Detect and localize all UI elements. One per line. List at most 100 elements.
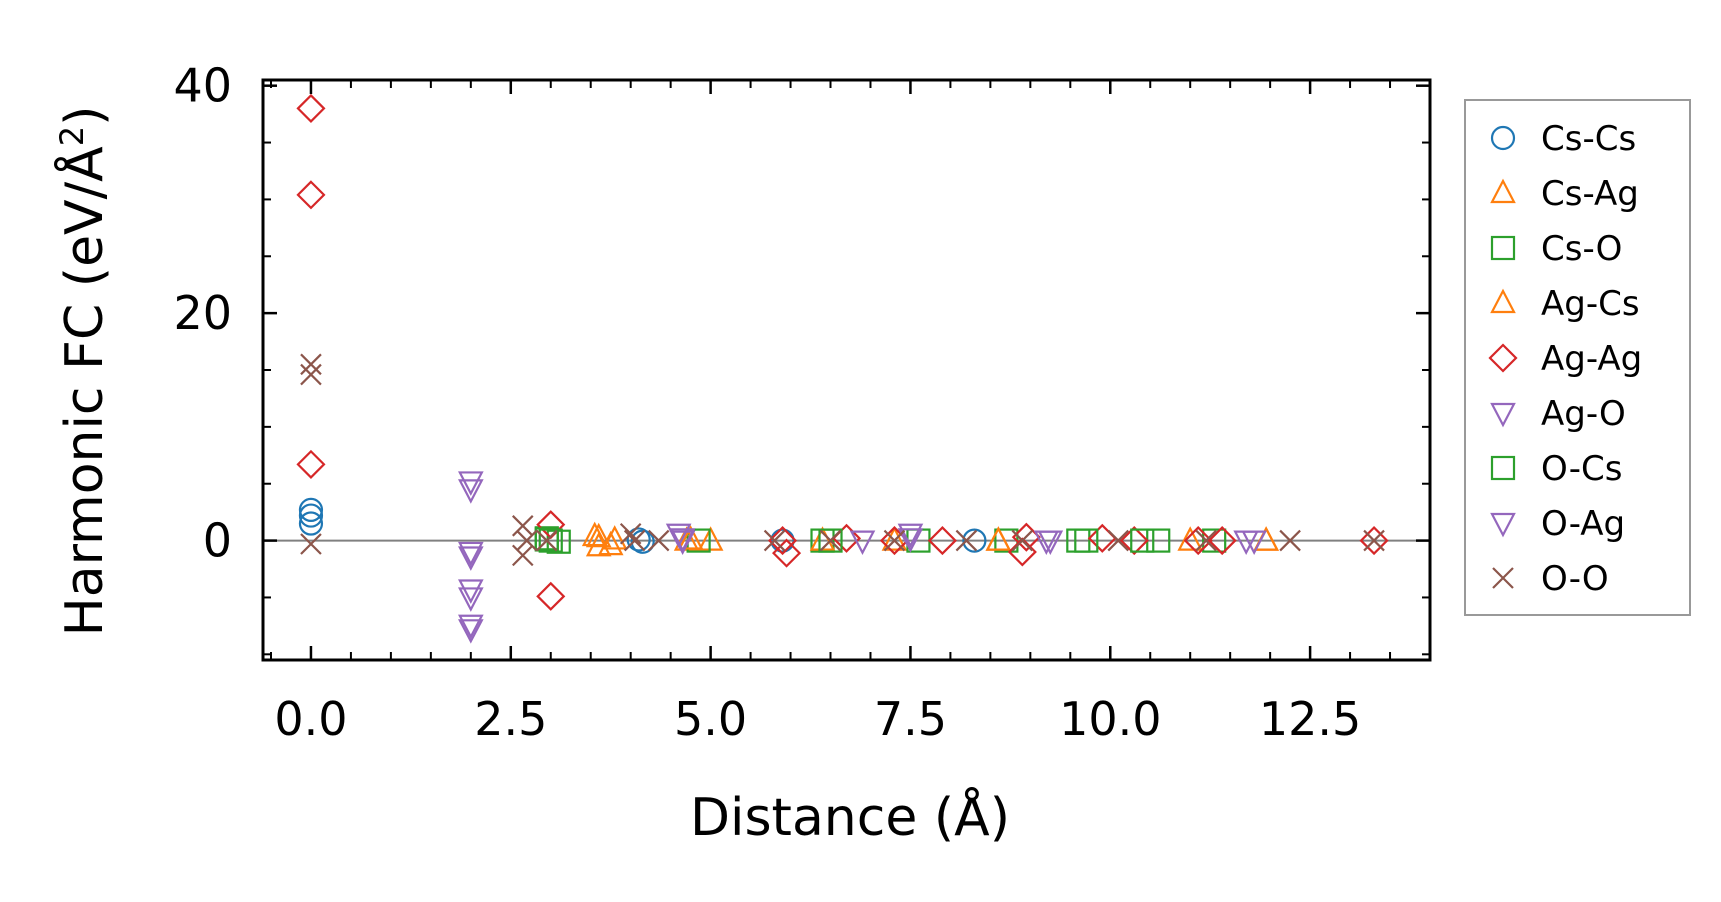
data-point [819, 529, 842, 552]
data-point [300, 533, 322, 555]
data-point [985, 526, 1012, 551]
data-point [458, 541, 484, 567]
data-point [458, 587, 484, 612]
data-point [1107, 529, 1130, 552]
series-o-ag [458, 479, 1259, 640]
legend-item: Cs-O [1490, 229, 1622, 269]
y-axis-title-sup: 2 [53, 126, 91, 146]
y-tick-label: 20 [173, 286, 232, 340]
data-point [458, 471, 484, 496]
data-point [1195, 529, 1217, 552]
data-point [1207, 526, 1237, 556]
legend-label: O-Ag [1541, 504, 1625, 544]
data-point [298, 511, 324, 536]
legend-marker [1490, 235, 1516, 261]
legend-marker [1490, 402, 1516, 428]
data-point [883, 529, 906, 552]
y-axis-title-close: ) [55, 106, 115, 126]
legend-marker [1490, 288, 1516, 314]
data-point [585, 522, 612, 548]
x-tick-label: 10.0 [1059, 692, 1161, 746]
legend-marker [1492, 567, 1514, 589]
data-point [458, 546, 484, 571]
data-point [1119, 526, 1149, 556]
legend-item: Ag-Cs [1490, 284, 1640, 324]
data-point [1359, 526, 1389, 556]
y-axis-title: Harmonic FC (eV/Å2) [53, 106, 115, 637]
data-point [897, 523, 924, 549]
data-point [458, 619, 484, 644]
y-tick-label: 40 [173, 59, 232, 113]
data-point [771, 538, 802, 568]
legend-item: Cs-Ag [1490, 174, 1639, 214]
data-point [300, 353, 322, 376]
data-point [1279, 529, 1301, 552]
data-point [623, 529, 646, 552]
series-layer [296, 93, 1389, 644]
data-point [985, 526, 1012, 551]
data-point [1183, 526, 1213, 556]
data-point [1011, 529, 1034, 552]
plot-frame [261, 78, 1432, 662]
data-point [897, 528, 924, 553]
data-point [1037, 530, 1064, 555]
data-point [955, 529, 978, 552]
data-point [881, 526, 908, 551]
legend-label: O-O [1541, 559, 1609, 599]
x-tick-label: 0.0 [274, 692, 347, 746]
data-point [300, 363, 322, 386]
legend-marker [1490, 512, 1516, 538]
x-tick-label: 7.5 [874, 692, 947, 746]
data-point [962, 528, 987, 553]
data-point [626, 527, 651, 552]
x-tick-label: 2.5 [474, 692, 547, 746]
data-point [1033, 530, 1060, 555]
legend-item: Cs-Cs [1490, 119, 1636, 159]
data-point [601, 525, 628, 550]
data-point [296, 93, 326, 123]
data-point [458, 479, 484, 504]
data-point [298, 497, 324, 522]
data-point [535, 529, 558, 552]
x-axis-title: Distance (Å) [690, 786, 1010, 848]
y-tick-label: 0 [203, 514, 232, 568]
y-axis-title-main: Harmonic FC (eV/Å [53, 146, 115, 637]
data-point [298, 503, 324, 528]
data-point [458, 579, 484, 604]
legend-item: O-Cs [1490, 449, 1622, 489]
legend-marker [1490, 178, 1516, 204]
legend-marker [1490, 455, 1516, 481]
data-point [619, 522, 642, 545]
series-cs-cs [298, 497, 987, 554]
legend-frame [1464, 99, 1691, 616]
legend-item: Ag-O [1490, 394, 1626, 434]
data-point [1177, 526, 1204, 551]
data-point [458, 614, 484, 640]
data-point [818, 528, 843, 553]
data-point [534, 527, 559, 552]
data-point [763, 529, 786, 552]
legend-label: O-Cs [1541, 449, 1622, 489]
data-point [677, 525, 704, 550]
legend-label: Ag-O [1541, 394, 1626, 434]
data-point [770, 528, 795, 553]
data-point [849, 530, 876, 555]
data-point [1074, 528, 1099, 553]
data-point [515, 529, 538, 552]
series-o-cs [534, 527, 1155, 553]
legend-label: Ag-Cs [1541, 284, 1640, 324]
legend-marker [1490, 125, 1516, 151]
legend-label: Cs-Ag [1541, 174, 1639, 214]
data-point [1233, 530, 1259, 555]
data-point [511, 544, 534, 567]
x-axis: 0.0 2.5 5.0 7.5 10.0 12.5 [269, 80, 1431, 746]
data-point [296, 180, 326, 210]
data-point [927, 526, 957, 556]
series-o-o [300, 353, 1385, 567]
legend-label: Ag-Ag [1541, 339, 1642, 379]
data-point [1130, 528, 1155, 553]
data-point [296, 449, 326, 479]
legend-marker [1488, 343, 1518, 373]
legend-item: Ag-Ag [1488, 339, 1642, 379]
data-point [536, 581, 566, 611]
